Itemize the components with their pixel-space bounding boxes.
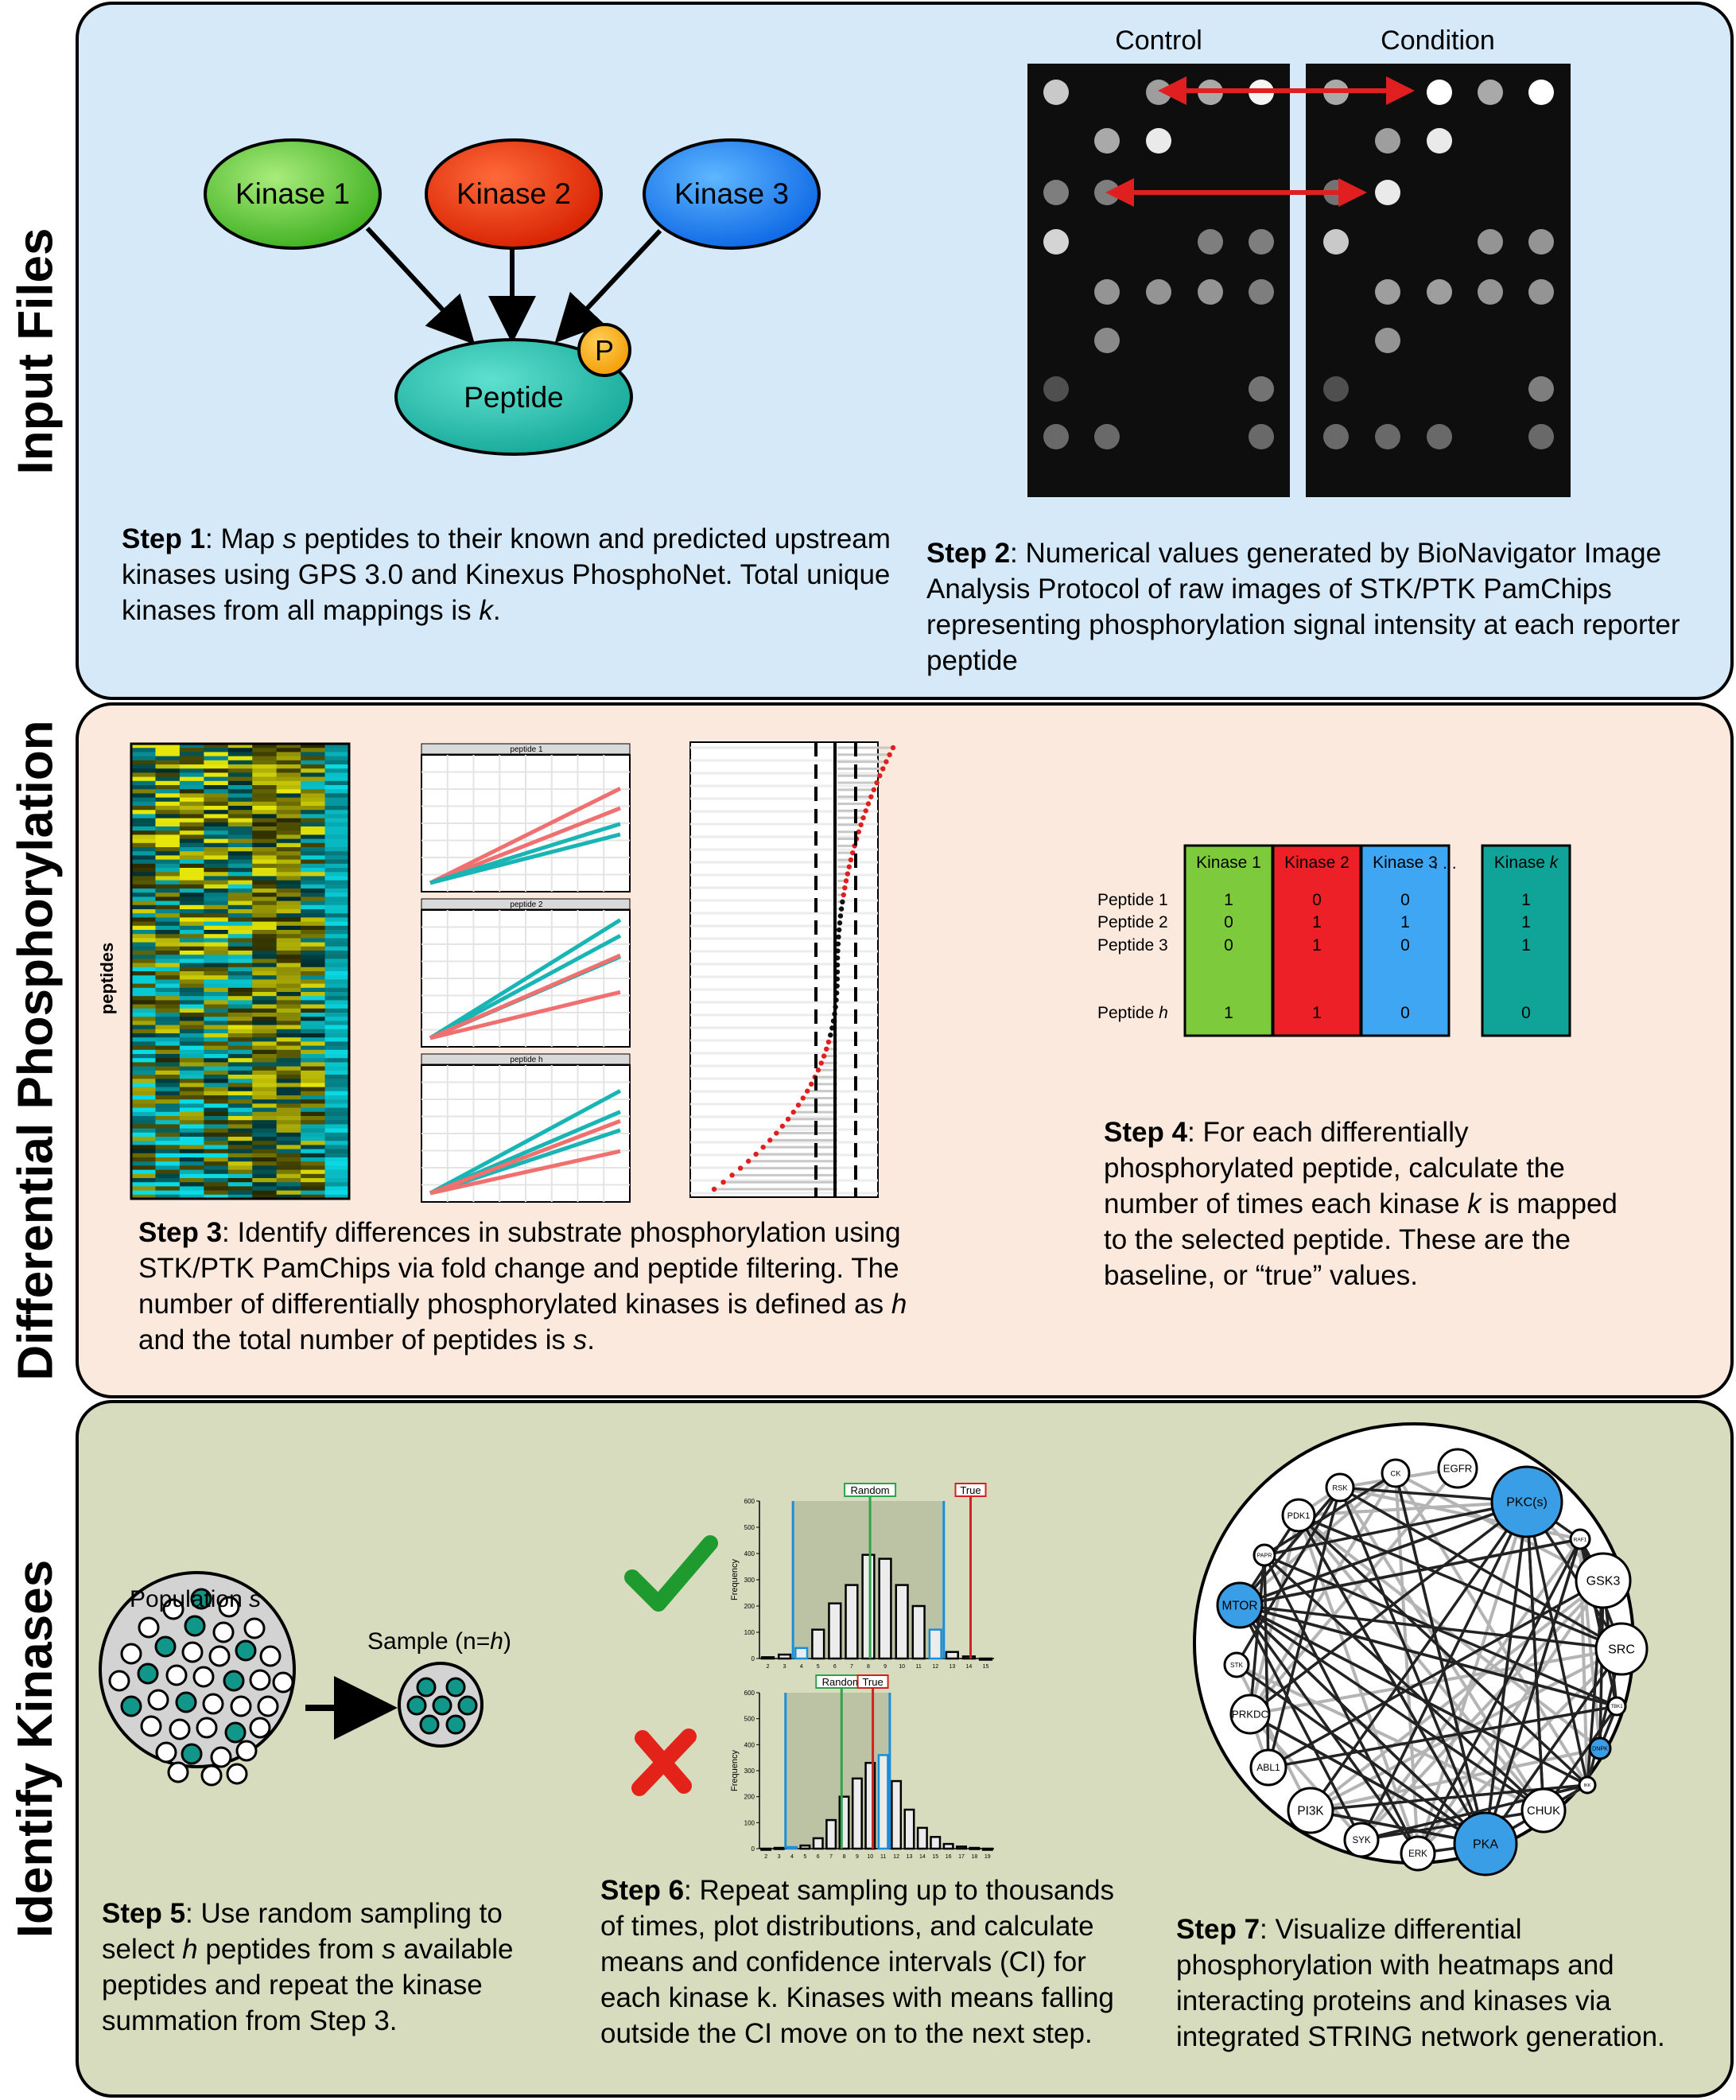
step2-text: Step 2: Numerical values generated by Bi… xyxy=(926,538,1680,676)
section-label-diff: Differential Phosphorylation xyxy=(8,720,64,1381)
differential-phosphorylation-panel xyxy=(76,702,1734,1398)
step1-text: Step 1: Map s peptides to their known an… xyxy=(122,523,891,626)
step7-text: Step 7: Visualize differential phosphory… xyxy=(1176,1914,1665,2052)
step6-text: Step 6: Repeat sampling up to thousands … xyxy=(600,1875,1114,2049)
section-label-input: Input Files xyxy=(8,228,64,474)
step3-text: Step 3: Identify differences in substrat… xyxy=(138,1217,907,1355)
step5-text: Step 5: Use random sampling to select h … xyxy=(102,1898,514,2036)
section-label-identify: Identify Kinases xyxy=(8,1559,64,1939)
step4-text: Step 4: For each differentially phosphor… xyxy=(1104,1117,1618,1291)
